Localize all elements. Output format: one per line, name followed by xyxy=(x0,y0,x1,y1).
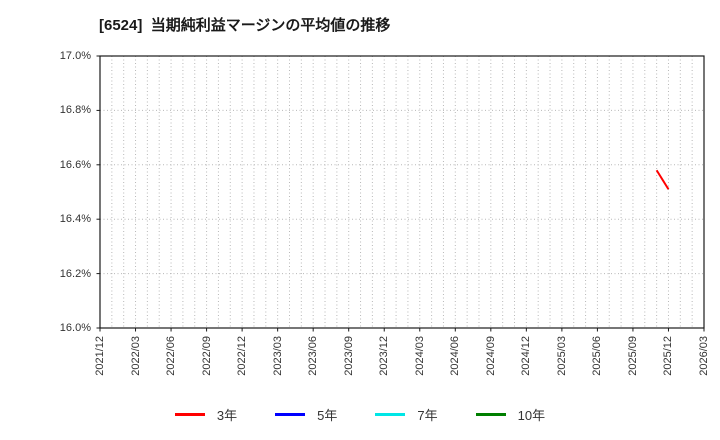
x-tick-label: 2023/09 xyxy=(342,336,355,376)
plot-border xyxy=(99,55,705,329)
legend: 3年 5年 7年 10年 xyxy=(0,404,720,424)
y-tick-label: 16.2% xyxy=(59,267,91,280)
x-tick-label: 2024/09 xyxy=(484,336,497,376)
legend-item-3年: 3年 xyxy=(174,405,238,424)
x-tick-label: 2023/12 xyxy=(378,336,391,376)
y-tick-label: 16.0% xyxy=(59,322,91,334)
legend-item-7年: 7年 xyxy=(375,405,438,424)
y-tick-label: 16.4% xyxy=(59,213,91,226)
x-tick-label: 2025/09 xyxy=(626,336,639,376)
y-tick-label: 16.8% xyxy=(59,104,91,117)
x-tick-label: 2024/12 xyxy=(520,336,533,376)
legend-swatch-icon xyxy=(174,412,205,416)
x-tick-label: 2026/03 xyxy=(698,336,710,376)
series-line-3年 xyxy=(655,169,670,190)
x-tick-label: 2023/06 xyxy=(307,336,320,376)
y-tick-label: 16.6% xyxy=(59,158,91,171)
x-tick-label: 2025/03 xyxy=(555,336,568,376)
x-tick-label: 2021/12 xyxy=(94,336,106,376)
legend-label: 5年 xyxy=(317,407,338,423)
legend-swatch-icon xyxy=(475,412,506,416)
legend-swatch-icon xyxy=(375,412,406,416)
x-tick-label: 2022/12 xyxy=(236,336,249,376)
x-tick-label: 2023/03 xyxy=(271,336,284,376)
x-tick-label: 2025/12 xyxy=(662,336,675,376)
x-tick-label: 2024/06 xyxy=(449,336,462,376)
chart-title: [6524] 当期純利益マージンの平均値の推移 xyxy=(99,17,391,34)
x-tick-label: 2022/06 xyxy=(165,336,178,376)
x-tick-label: 2022/09 xyxy=(200,336,213,376)
y-tick-label: 17.0% xyxy=(59,50,91,62)
legend-swatch-icon xyxy=(275,412,306,416)
legend-item-5年: 5年 xyxy=(275,405,337,424)
x-tick-label: 2025/06 xyxy=(591,336,604,376)
x-tick-label: 2024/03 xyxy=(413,336,426,376)
legend-label: 7年 xyxy=(417,407,438,423)
x-tick-label: 2022/03 xyxy=(129,336,142,376)
legend-label: 10年 xyxy=(517,407,546,423)
legend-label: 3年 xyxy=(216,407,238,423)
legend-item-10年: 10年 xyxy=(475,405,546,424)
